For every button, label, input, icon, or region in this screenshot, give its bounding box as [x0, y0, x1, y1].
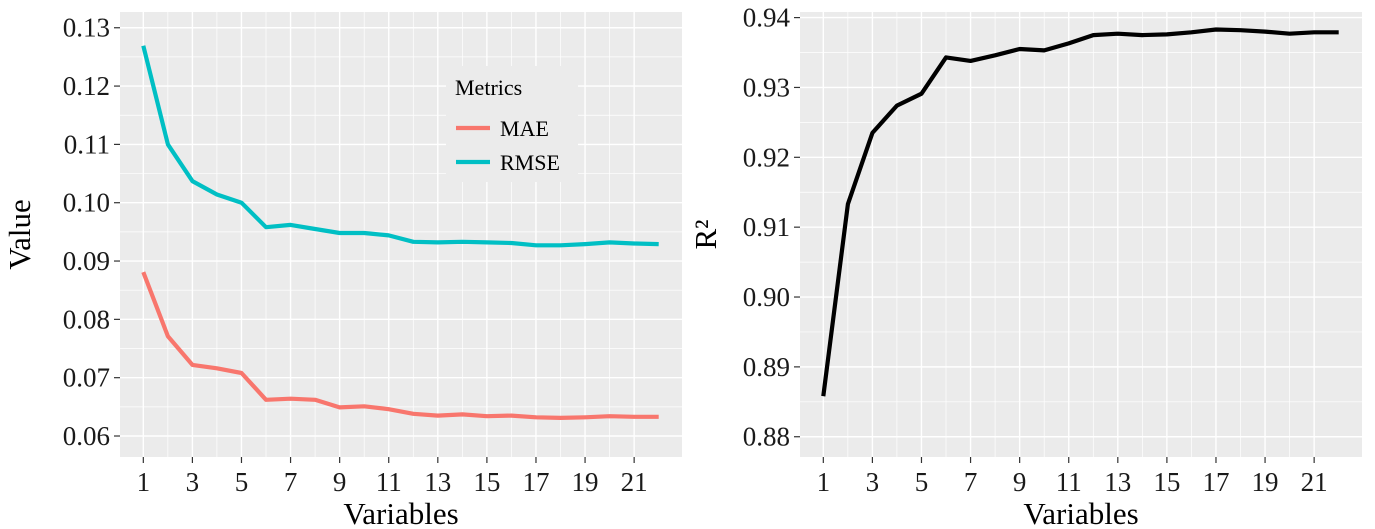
x-tick-label: 1 [137, 467, 151, 497]
x-tick-label: 21 [621, 467, 648, 497]
x-tick-label: 15 [473, 467, 500, 497]
series-line-r2 [821, 27, 1339, 397]
plot-panel [800, 12, 1362, 457]
y-axis-title: Value [2, 199, 37, 270]
x-tick-label: 13 [424, 467, 451, 497]
legend-label-mae: MAE [500, 116, 549, 141]
x-tick-label: 1 [817, 467, 831, 497]
plot-panel [120, 12, 682, 457]
y-tick-label: 0.12 [63, 71, 110, 101]
x-tick-label: 7 [284, 467, 298, 497]
y-tick-label: 0.90 [743, 282, 790, 312]
y-tick-label: 0.08 [63, 304, 110, 334]
y-axis-title: R² [688, 220, 723, 250]
y-tick-label: 0.07 [63, 363, 110, 393]
legend: Metrics MAE RMSE [446, 66, 578, 182]
y-tick-label: 0.89 [743, 352, 790, 382]
y-tick-label: 0.13 [63, 13, 110, 43]
y-tick-label: 0.91 [743, 212, 790, 242]
x-tick-label: 11 [376, 467, 402, 497]
legend-title: Metrics [455, 75, 522, 100]
y-tick-label: 0.93 [743, 72, 790, 102]
series-line-rmse [141, 45, 659, 248]
y-tick-label: 0.11 [64, 129, 110, 159]
x-tick-label: 3 [866, 467, 880, 497]
x-axis-title: Variables [343, 496, 458, 529]
y-tick-label: 0.06 [63, 421, 110, 451]
x-tick-label: 17 [1202, 467, 1229, 497]
series-line-mae [141, 271, 659, 420]
right-chart-r2-vs-variables: 0.880.890.900.910.920.930.941 3 5 7 9 11 13 15 1… [688, 3, 1362, 529]
x-tick-label: 19 [1252, 467, 1279, 497]
x-tick-label: 5 [235, 467, 249, 497]
y-tick-label: 0.92 [743, 142, 790, 172]
x-axis-title: Variables [1023, 496, 1138, 529]
y-tick-label: 0.10 [63, 188, 110, 218]
y-tick-label: 0.09 [63, 246, 110, 276]
y-tick-label: 0.94 [743, 3, 791, 33]
left-chart-metrics-vs-variables: 0.060.070.080.090.100.110.120.131 3 5 7 9 11 1… [2, 12, 682, 529]
gridlines [120, 12, 682, 457]
x-tick-label: 15 [1153, 467, 1180, 497]
x-tick-label: 5 [915, 467, 929, 497]
x-tick-label: 11 [1056, 467, 1082, 497]
gridlines [800, 12, 1362, 457]
x-tick-label: 9 [333, 467, 347, 497]
x-tick-label: 7 [964, 467, 978, 497]
y-tick-label: 0.88 [743, 422, 790, 452]
legend-label-rmse: RMSE [500, 150, 560, 175]
x-tick-label: 3 [186, 467, 200, 497]
x-tick-label: 17 [522, 467, 549, 497]
x-tick-label: 21 [1301, 467, 1328, 497]
x-tick-label: 19 [572, 467, 599, 497]
x-tick-label: 13 [1104, 467, 1131, 497]
x-tick-label: 9 [1013, 467, 1027, 497]
